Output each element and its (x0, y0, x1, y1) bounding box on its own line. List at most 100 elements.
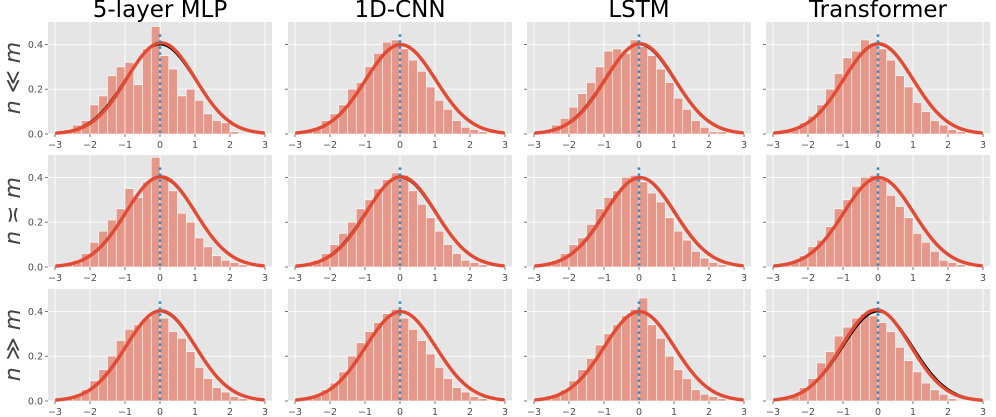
x-tick-label: 1 (432, 407, 438, 417)
x-tick-label: −3 (527, 273, 541, 284)
row-label-1: n ≪ m (1, 42, 26, 114)
histogram-bar (903, 217, 914, 268)
histogram-bar (168, 331, 178, 402)
histogram-bar (185, 351, 196, 402)
histogram-bar (656, 201, 666, 268)
x-tick-label: −2 (562, 140, 576, 151)
histogram-bar (621, 53, 631, 135)
x-tick-label: −2 (83, 407, 97, 417)
histogram-bar (478, 264, 488, 268)
histogram-bar (629, 39, 640, 135)
x-tick-label: −1 (358, 407, 372, 417)
column-title-1d-cnn: 1D-CNN (354, 0, 445, 23)
histogram-bar (921, 242, 931, 268)
histogram-bar (691, 389, 701, 402)
x-tick-label: 3 (262, 273, 268, 284)
histogram-bar (682, 378, 692, 402)
histogram-bar (930, 120, 940, 135)
y-tick-label: 0.2 (28, 85, 43, 96)
histogram-bar (886, 195, 896, 268)
histogram-bar (956, 264, 966, 268)
panel-r1-c2: −3 −2 −1 0 1 2 3 (285, 22, 512, 151)
histogram-bar (452, 387, 462, 402)
histogram-bar (417, 340, 427, 402)
histogram-bar (673, 230, 684, 268)
x-tick-label: −2 (323, 273, 337, 284)
histogram-bar (682, 109, 692, 135)
x-tick-label: 2 (227, 407, 233, 417)
y-tick-label: 0.2 (28, 352, 43, 363)
histogram-bar (717, 398, 727, 402)
fitted-normal-curve (773, 308, 983, 402)
histogram-bar (912, 102, 923, 135)
histogram-bar (133, 84, 143, 135)
histogram-bar (177, 95, 187, 135)
x-tick-label: −2 (562, 273, 576, 284)
histogram-bar (947, 398, 958, 402)
histogram-bar (868, 44, 879, 135)
histogram-bar (912, 233, 923, 268)
histogram-bar (390, 39, 401, 135)
x-tick-label: −3 (288, 140, 302, 151)
panel-r2-c1: −3 −2 −1 0 1 2 3 0.0 0.2 0.4 (28, 155, 272, 284)
histogram-bar (612, 324, 622, 402)
histogram-bar (399, 48, 410, 135)
histogram-bar (443, 109, 453, 135)
histogram-bar (478, 131, 488, 135)
histogram-bar (895, 206, 905, 268)
x-tick-label: 1 (192, 407, 198, 417)
histogram-bar (203, 246, 213, 268)
panel-r2-c3: −3 −2 −1 0 1 2 3 (524, 155, 751, 284)
histogram-bar (647, 55, 657, 135)
histogram-bar (621, 177, 631, 268)
column-title-lstm: LSTM (608, 0, 669, 23)
histogram-bar (938, 259, 949, 268)
histogram-bar (708, 262, 719, 268)
histogram-bar (895, 346, 905, 402)
histogram-bar (425, 217, 436, 268)
x-tick-label: −1 (118, 407, 132, 417)
histogram-bar (212, 120, 222, 135)
x-tick-label: 3 (741, 140, 747, 151)
y-tick-label: 0.4 (28, 40, 43, 51)
x-tick-label: 2 (706, 407, 712, 417)
x-tick-label: 2 (706, 140, 712, 151)
histogram-bar (860, 313, 870, 402)
histogram-bar (194, 237, 205, 268)
x-tick-label: 1 (671, 273, 677, 284)
x-tick-label: −1 (836, 140, 850, 151)
x-tick-label: 3 (502, 140, 508, 151)
fitted-normal-curve (534, 175, 744, 268)
histogram-bar (168, 190, 178, 268)
y-tick-label: 0.0 (28, 130, 43, 141)
x-tick-label: 0 (397, 407, 403, 417)
histogram-bar (638, 46, 649, 135)
histogram-bar (912, 371, 923, 402)
x-tick-label: −1 (358, 273, 372, 284)
histogram-bar (886, 331, 896, 402)
x-tick-label: −3 (527, 140, 541, 151)
histogram-bar (877, 48, 888, 135)
y-tick-label: 0.0 (28, 397, 43, 408)
histogram-bar (220, 122, 231, 135)
histogram-bar (390, 172, 401, 268)
histogram-bar (185, 221, 196, 268)
x-tick-label: −1 (597, 140, 611, 151)
panel-r2-c2: −3 −2 −1 0 1 2 3 (285, 155, 512, 284)
histogram-bar (452, 120, 462, 135)
fitted-normal-curve (773, 42, 983, 135)
x-tick-label: 1 (910, 407, 916, 417)
histogram-bar (399, 174, 410, 268)
column-title-5-layer-mlp: 5-layer MLP (93, 0, 228, 23)
x-tick-label: 1 (192, 140, 198, 151)
histogram-bar (664, 217, 675, 268)
histogram-bar (434, 367, 445, 402)
panel-r1-c3: −3 −2 −1 0 1 2 3 (524, 22, 751, 151)
histogram-bar (656, 337, 666, 402)
histogram-bar (886, 59, 896, 135)
x-tick-label: 2 (706, 273, 712, 284)
x-tick-label: 2 (467, 273, 473, 284)
histogram-bar (399, 317, 410, 402)
x-tick-label: 2 (467, 407, 473, 417)
histogram-bar (621, 315, 631, 402)
